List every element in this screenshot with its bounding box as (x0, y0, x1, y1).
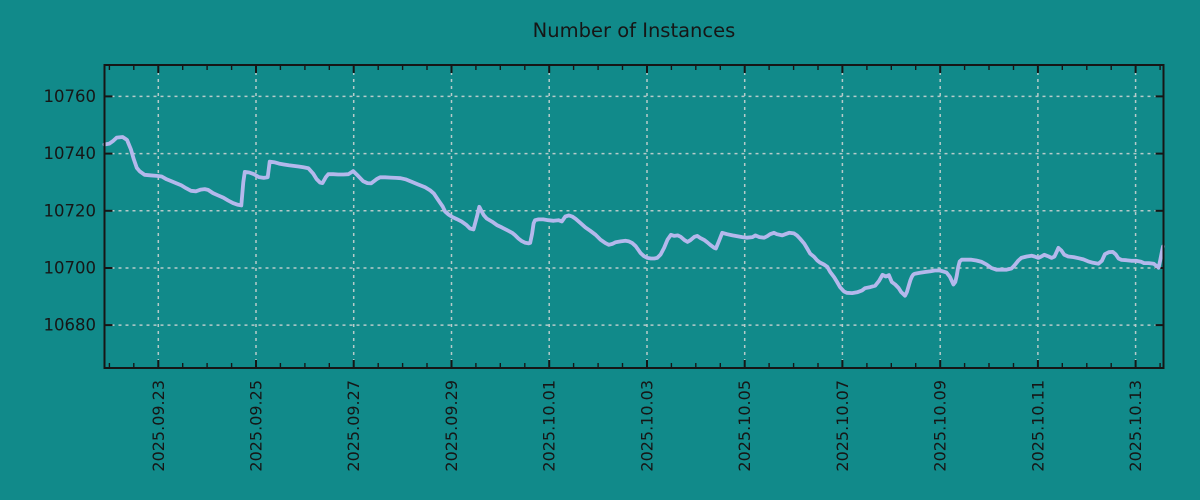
y-tick-label: 10720 (44, 201, 97, 220)
x-tick-label: 2025.09.25 (247, 380, 266, 472)
y-tick-label: 10680 (44, 316, 97, 335)
y-tick-label: 10700 (44, 259, 97, 278)
plot-area: 10680 10700 10720 10740 10760 2025.09.23 2025.… (44, 64, 1165, 472)
x-tick-label: 2025.10.09 (931, 380, 950, 472)
x-tick-label: 2025.10.01 (540, 380, 559, 472)
x-tick-label: 2025.09.23 (149, 380, 168, 472)
x-tick-label: 2025.10.03 (638, 380, 657, 472)
x-tick-label: 2025.10.07 (833, 380, 852, 472)
x-tick-label: 2025.09.29 (442, 380, 461, 472)
x-tick-label: 2025.09.27 (344, 380, 363, 472)
x-tick-label: 2025.10.05 (735, 380, 754, 472)
x-tick-label: 2025.10.11 (1028, 380, 1047, 472)
data-line (102, 135, 1165, 298)
y-tick-label: 10760 (44, 87, 97, 106)
chart-title: Number of Instances (533, 19, 736, 42)
y-tick-label: 10740 (44, 144, 97, 163)
x-tick-label: 2025.10.13 (1126, 380, 1145, 472)
plot-border (103, 64, 1165, 369)
